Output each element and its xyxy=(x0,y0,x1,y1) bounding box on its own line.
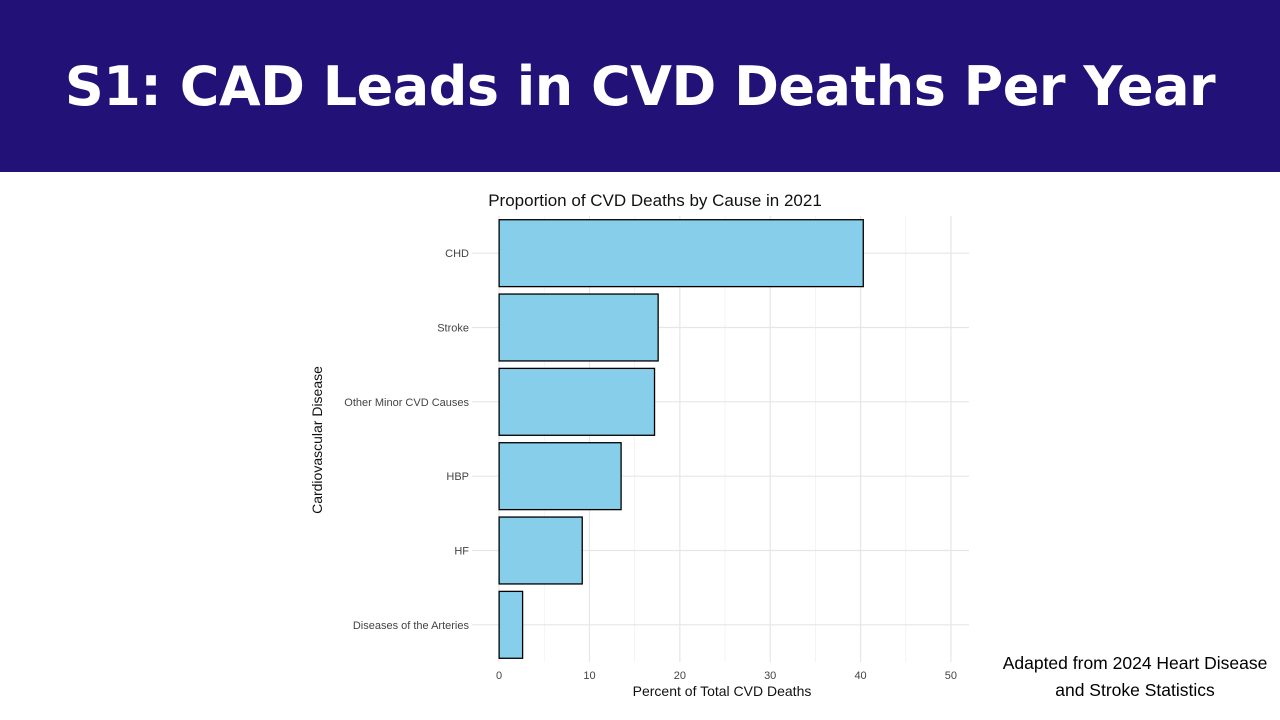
x-tick-label: 50 xyxy=(945,670,957,682)
x-tick-label: 10 xyxy=(583,670,595,682)
bar-other-minor-cvd-causes xyxy=(498,367,656,436)
bar-hbp xyxy=(498,442,622,511)
slide-title: S1: CAD Leads in CVD Deaths Per Year xyxy=(64,54,1216,118)
y-tick-label: HBP xyxy=(446,471,469,483)
x-axis-title: Percent of Total CVD Deaths xyxy=(633,683,812,699)
y-tick-label: Diseases of the Arteries xyxy=(353,620,470,632)
bar-diseases-of-the-arteries xyxy=(498,590,524,659)
y-axis-tick-labels: CHD Stroke Other Minor CVD Causes HBP HF Dise… xyxy=(344,248,469,632)
x-tick-label: 30 xyxy=(764,670,776,682)
chart-title: Proportion of CVD Deaths by Cause in 202… xyxy=(488,191,822,210)
x-tick-label: 40 xyxy=(854,670,866,682)
bar-hf xyxy=(498,516,583,585)
x-tick-label: 20 xyxy=(674,670,686,682)
y-axis-title: Cardiovascular Disease xyxy=(309,366,325,514)
y-tick-label: HF xyxy=(454,546,469,558)
y-tick-label: Stroke xyxy=(437,323,469,335)
x-axis-tick-labels: 0 10 20 30 40 50 xyxy=(496,670,957,682)
bar-stroke xyxy=(498,293,659,362)
y-tick-label: CHD xyxy=(445,248,469,260)
x-tick-label: 0 xyxy=(496,670,502,682)
source-note: Adapted from 2024 Heart Disease and Stro… xyxy=(1002,653,1268,700)
chart-bars xyxy=(498,219,864,659)
bar-chart: Proportion of CVD Deaths by Cause in 202… xyxy=(309,191,969,699)
bar-chd xyxy=(498,219,864,288)
slide-header: S1: CAD Leads in CVD Deaths Per Year xyxy=(0,0,1280,172)
y-tick-label: Other Minor CVD Causes xyxy=(344,397,469,409)
